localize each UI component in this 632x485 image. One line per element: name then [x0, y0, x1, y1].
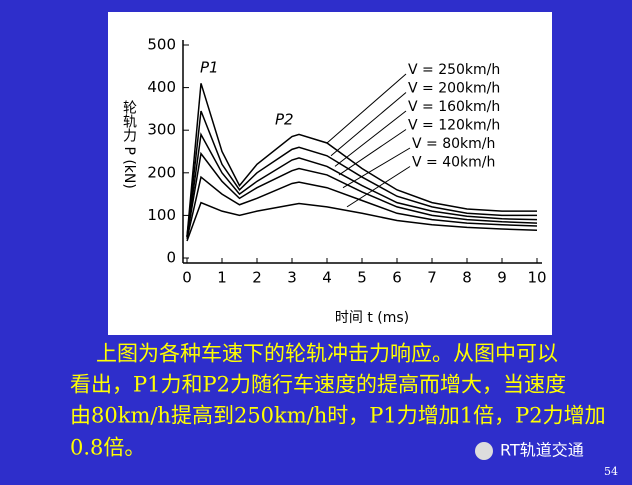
x-axis-label: 时间 t (ms): [335, 310, 409, 326]
leader-line: [346, 166, 411, 208]
legend-label: V = 200km/h: [408, 81, 500, 97]
leader-line: [326, 73, 407, 144]
caption-line: 由80km/h提高到250km/h时，P1力增加1倍，P2力增加: [70, 404, 606, 428]
caption-line: 看出，P1力和P2力随行车速度的提高而增大，当速度: [70, 373, 566, 397]
series-line: [186, 83, 537, 237]
page-number: 54: [604, 465, 618, 478]
series-line: [186, 132, 538, 237]
caption-line: 0.8倍。: [70, 436, 145, 460]
legend-label: V = 40km/h: [412, 155, 495, 171]
x-tick-label: 7: [427, 269, 437, 287]
annotation: P2: [275, 111, 294, 129]
y-tick-label: 200: [147, 163, 176, 181]
y-axis-label: 轮轨力 P (kN): [121, 100, 137, 189]
x-tick-label: 4: [322, 269, 332, 287]
y-tick-label: 0: [166, 249, 176, 267]
y-tick-label: 500: [147, 36, 176, 54]
x-tick-label: 0: [182, 269, 192, 287]
legend-label: V = 250km/h: [408, 62, 500, 78]
leader-line: [330, 92, 407, 157]
leader-line: [334, 110, 407, 167]
x-tick-label: 8: [462, 269, 472, 287]
x-tick-label: 9: [497, 269, 507, 287]
annotation: P1: [200, 59, 219, 77]
series-line: [186, 201, 538, 242]
legend-label: V = 120km/h: [408, 118, 500, 134]
series-line: [186, 175, 538, 239]
x-tick-label: 10: [527, 269, 546, 287]
series-line: [186, 151, 538, 237]
x-tick-label: 2: [252, 269, 262, 287]
watermark-icon: [475, 442, 493, 460]
y-tick-label: 400: [147, 78, 176, 96]
x-tick-label: 1: [217, 269, 227, 287]
leader-line: [342, 147, 411, 189]
chart-panel: [108, 12, 552, 335]
y-tick-label: 300: [147, 121, 176, 139]
x-tick-label: 3: [287, 269, 297, 287]
caption-line: 上图为各种车速下的轮轨冲击力响应。从图中可以: [96, 342, 558, 366]
y-tick-label: 100: [147, 206, 176, 224]
legend-label: V = 80km/h: [412, 136, 495, 152]
x-tick-label: 6: [392, 269, 402, 287]
watermark: RT轨道交通: [500, 441, 584, 460]
legend-label: V = 160km/h: [408, 99, 500, 115]
series-line: [186, 110, 537, 237]
leader-line: [338, 129, 407, 176]
x-tick-label: 5: [357, 269, 367, 287]
